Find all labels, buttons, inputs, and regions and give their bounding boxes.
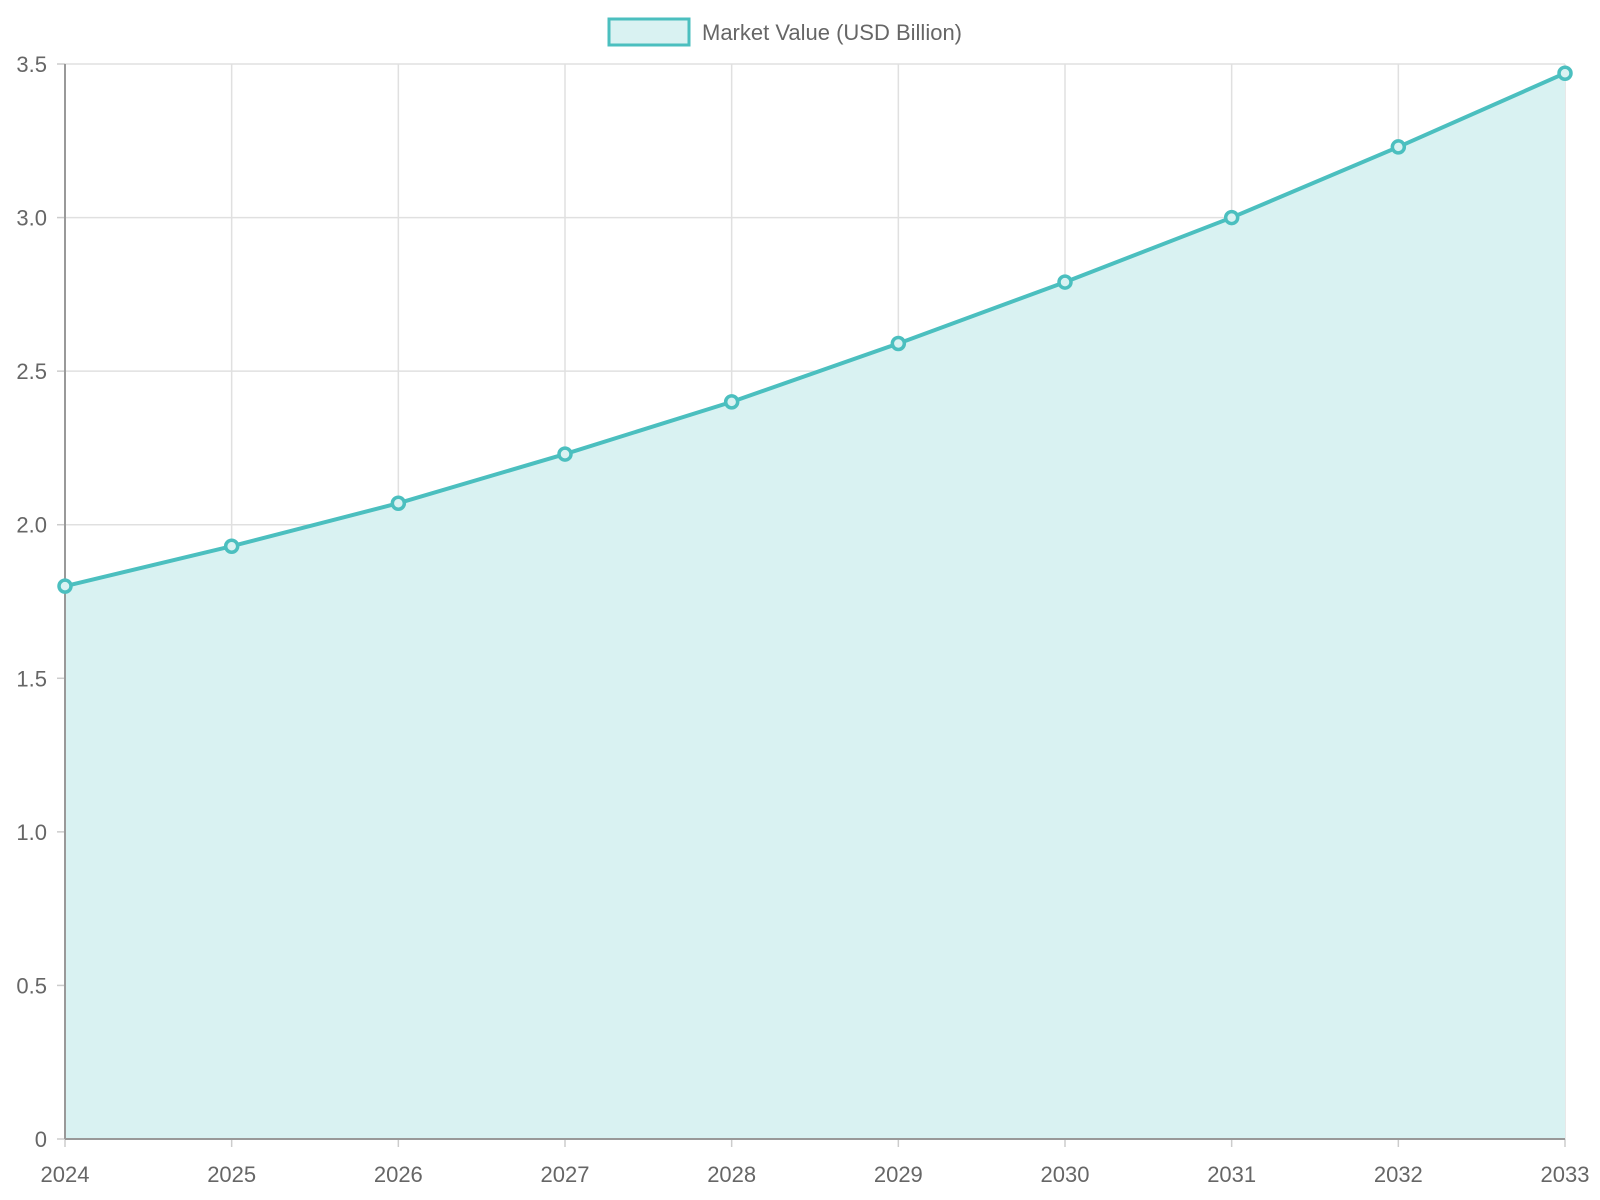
x-tick-label: 2024 <box>41 1162 90 1187</box>
y-tick-label: 1.5 <box>16 666 47 691</box>
data-point[interactable] <box>223 538 240 554</box>
y-tick-label: 0 <box>35 1127 47 1152</box>
data-point[interactable] <box>390 495 407 511</box>
y-tick-label: 3.5 <box>16 52 47 77</box>
legend[interactable]: Market Value (USD Billion) <box>607 17 962 47</box>
legend-swatch[interactable] <box>607 17 691 47</box>
series-area <box>65 73 1565 1140</box>
data-point[interactable] <box>1390 139 1407 155</box>
y-tick-label: 0.5 <box>16 973 47 998</box>
data-point[interactable] <box>723 394 740 410</box>
area-layer <box>65 73 1565 1140</box>
data-point[interactable] <box>57 578 73 594</box>
x-tick-label: 2026 <box>374 1162 423 1187</box>
data-point[interactable] <box>1223 209 1240 226</box>
x-tick-label: 2028 <box>707 1162 756 1187</box>
y-tick-label: 2.5 <box>16 359 47 384</box>
series-layer <box>57 65 1573 594</box>
y-tick-label: 1.0 <box>16 820 47 845</box>
x-tick-label: 2031 <box>1207 1162 1256 1187</box>
data-point[interactable] <box>890 335 907 352</box>
x-tick-label: 2025 <box>207 1162 256 1187</box>
y-tick-label: 2.0 <box>16 513 47 538</box>
series-line <box>63 71 1567 589</box>
x-tick-label: 2029 <box>874 1162 923 1187</box>
tick-labels: 0 0.5 1.0 1.5 2.0 2.5 3.0 3.5 2024 2025 2026 2027 20… <box>16 52 1589 1187</box>
legend-label[interactable]: Market Value (USD Billion) <box>702 20 962 45</box>
x-tick-label: 2032 <box>1374 1162 1423 1187</box>
x-tick-label: 2030 <box>1041 1162 1090 1187</box>
x-tick-label: 2033 <box>1541 1162 1590 1187</box>
data-point[interactable] <box>1057 274 1073 290</box>
data-point[interactable] <box>557 446 573 462</box>
axes <box>57 63 1566 1147</box>
x-tick-label: 2027 <box>541 1162 590 1187</box>
y-tick-label: 3.0 <box>16 206 47 231</box>
data-point[interactable] <box>1557 65 1573 81</box>
